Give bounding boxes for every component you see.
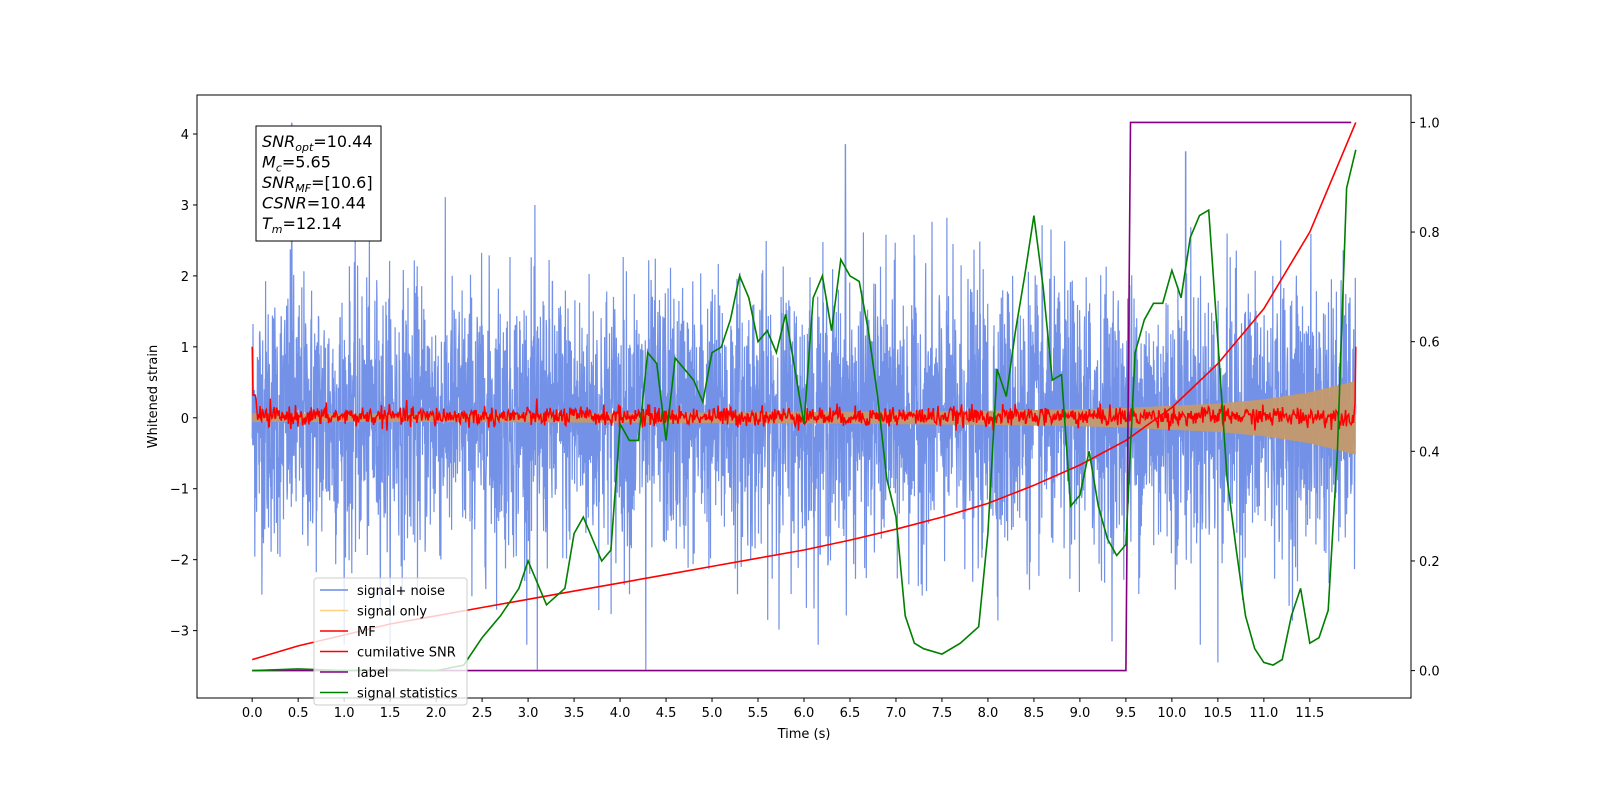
- annotation-mc: Mc=5.65: [262, 153, 331, 175]
- y-left-tick-label: 2: [181, 270, 189, 285]
- annotation-subscript: c: [276, 162, 282, 175]
- annotation-frame: [255, 125, 382, 242]
- x-axis-label: Time (s): [777, 727, 831, 742]
- x-tick-label: 3.0: [518, 706, 539, 721]
- annotation-tm: Tm=12.14: [262, 214, 342, 236]
- y-left-tick-label: 0: [181, 412, 189, 427]
- annotation-snr-mf: SNRMF=[10.6]: [262, 173, 373, 195]
- legend-entry: signal statistics: [357, 687, 458, 702]
- x-tick-label: 10.5: [1203, 706, 1232, 721]
- series-label: [252, 121, 1352, 672]
- x-tick-label: 9.5: [1116, 706, 1137, 721]
- y-left-tick-label: 4: [181, 128, 189, 143]
- x-tick-label: 11.0: [1249, 706, 1278, 721]
- x-tick-label: 0.5: [288, 706, 309, 721]
- x-tick-label: 9.0: [1070, 706, 1091, 721]
- annotation-subscript: opt: [295, 141, 314, 154]
- legend-entry: signal+ noise: [357, 584, 445, 599]
- annotation-symbol: SNR: [262, 173, 295, 192]
- x-tick-label: 2.0: [426, 706, 447, 721]
- y-right-tick-label: 1.0: [1419, 116, 1440, 131]
- x-tick-label: 3.5: [564, 706, 585, 721]
- annotation-symbol: SNR: [262, 132, 295, 151]
- annotation-value: =10.44: [307, 194, 366, 213]
- x-tick-label: 10.0: [1157, 706, 1186, 721]
- y-right-tick-label: 0.2: [1419, 555, 1440, 570]
- y-right-tick-label: 0.6: [1419, 336, 1440, 351]
- annotation-symbol: T: [262, 214, 273, 233]
- annotation-symbol: CSNR: [262, 194, 307, 213]
- x-tick-label: 1.0: [334, 706, 355, 721]
- x-tick-label: 7.0: [886, 706, 907, 721]
- x-tick-label: 2.5: [472, 706, 493, 721]
- legend-entry: cumilative SNR: [357, 646, 456, 661]
- legend: signal+ noise signal only MF cumilative SNR…: [313, 577, 468, 706]
- annotation-subscript: MF: [295, 182, 311, 195]
- x-tick-label: 4.5: [656, 706, 677, 721]
- x-tick-label: 0.0: [242, 706, 263, 721]
- x-tick-label: 7.5: [932, 706, 953, 721]
- series-signal-statistics: [252, 149, 1357, 672]
- annotation-box: SNRopt=10.44Mc=5.65SNRMF=[10.6]CSNR=10.4…: [255, 125, 382, 242]
- y-right-tick-label: 0.8: [1419, 226, 1440, 241]
- y-right-tick-label: 0.0: [1419, 665, 1440, 680]
- legend-entry: MF: [357, 625, 376, 640]
- annotation-value: =5.65: [282, 153, 331, 172]
- y-left-tick-label: 3: [181, 199, 189, 214]
- y-axis-label: Whitened strain: [146, 345, 161, 448]
- x-tick-label: 6.5: [840, 706, 861, 721]
- legend-entry: label: [357, 666, 388, 681]
- y-left-tick-label: −3: [170, 625, 189, 640]
- x-tick-label: 6.0: [794, 706, 815, 721]
- annotation-csnr: CSNR=10.44: [262, 194, 366, 213]
- x-tick-label: 4.0: [610, 706, 631, 721]
- y-left-tick-label: −1: [170, 483, 189, 498]
- x-tick-label: 11.5: [1295, 706, 1324, 721]
- annotation-snr-opt: SNRopt=10.44: [262, 132, 373, 154]
- annotation-value: =12.14: [283, 214, 342, 233]
- y-left-tick-label: −2: [170, 554, 189, 569]
- legend-frame: [313, 577, 468, 706]
- annotation-symbol: M: [262, 153, 276, 172]
- y-right-tick-label: 0.4: [1419, 445, 1440, 460]
- x-tick-label: 8.5: [1024, 706, 1045, 721]
- x-tick-label: 8.0: [978, 706, 999, 721]
- legend-entry: signal only: [357, 605, 427, 620]
- annotation-value: =10.44: [313, 132, 372, 151]
- x-tick-label: 5.0: [702, 706, 723, 721]
- annotation-value: =[10.6]: [311, 173, 373, 192]
- y-left-tick-label: 1: [181, 341, 189, 356]
- x-tick-label: 1.5: [380, 706, 401, 721]
- x-tick-label: 5.5: [748, 706, 769, 721]
- annotation-subscript: m: [272, 223, 283, 236]
